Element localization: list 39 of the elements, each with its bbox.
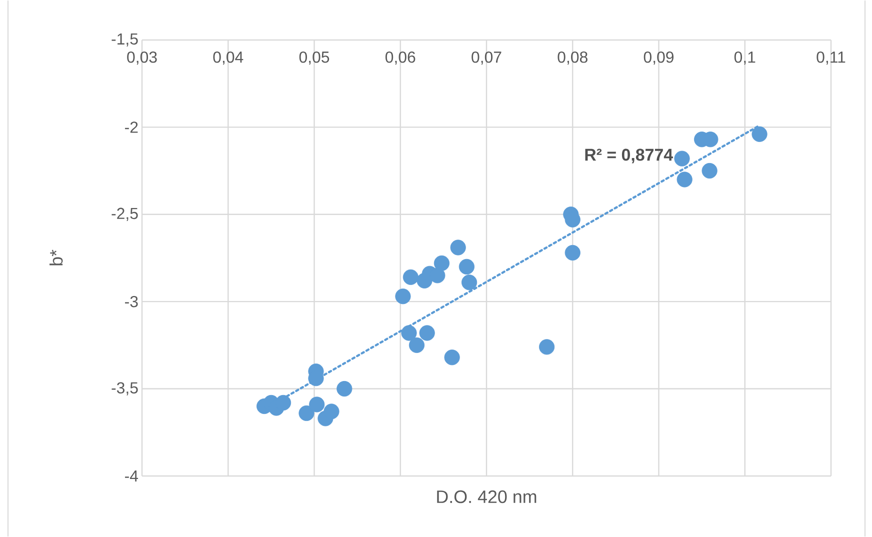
x-tick-label: 0,09: [644, 52, 674, 65]
x-tick-label: 0,1: [734, 52, 756, 65]
point: [275, 394, 292, 411]
point: [324, 404, 340, 420]
x-tick-label: 0,05: [299, 52, 330, 65]
point: [419, 325, 435, 341]
point: [298, 405, 314, 421]
x-axis-title: D.O. 420 nm: [437, 490, 536, 504]
point: [702, 162, 718, 179]
point: [538, 339, 555, 355]
point: [401, 325, 417, 341]
y-tick-label: -3,5: [112, 382, 138, 396]
point: [461, 274, 478, 290]
x-tick-label: 0,03: [127, 52, 157, 65]
point: [450, 240, 466, 256]
y-axis-title: b*: [50, 250, 63, 266]
point: [752, 126, 768, 142]
x-tick-label: 0,06: [385, 52, 416, 65]
y-tick-label: -2,5: [112, 208, 138, 221]
y-tick-label: -4: [125, 470, 138, 482]
point: [402, 269, 419, 285]
point: [676, 172, 692, 188]
point: [434, 255, 450, 272]
x-tick-label: 0,11: [816, 52, 846, 65]
x-tick-label: 0,08: [558, 52, 588, 65]
point: [444, 350, 460, 366]
point: [408, 337, 425, 353]
point: [564, 244, 580, 261]
point: [336, 380, 352, 397]
y-tick-label: -2: [125, 122, 138, 133]
point: [458, 258, 474, 275]
point: [395, 288, 411, 304]
y-tick-label: -1,5: [112, 33, 138, 46]
point: [674, 150, 690, 166]
annotation: R² = 0,8774: [585, 148, 673, 164]
point: [309, 396, 325, 412]
y-tick-label: -3: [125, 296, 138, 308]
x-tick-label: 0,07: [472, 52, 502, 65]
x-tick-label: 0,04: [213, 52, 244, 65]
